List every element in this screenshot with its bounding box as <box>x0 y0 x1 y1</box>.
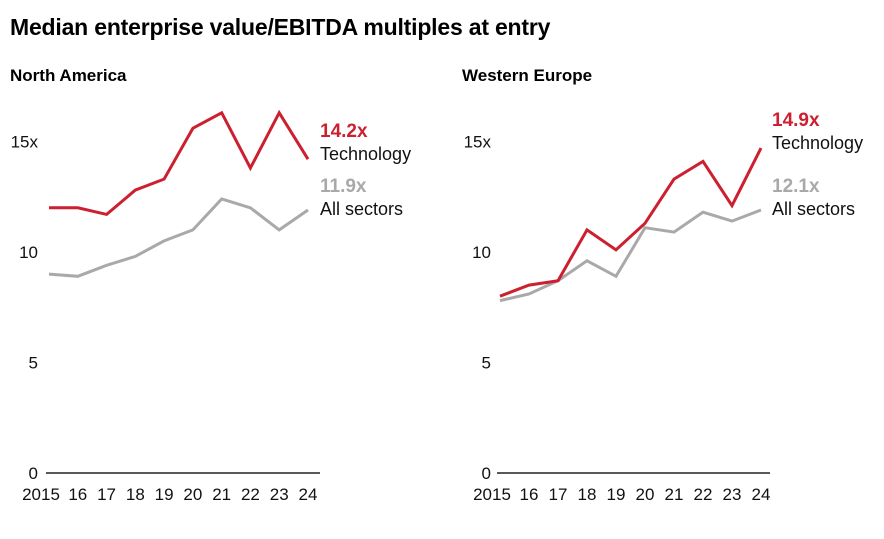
x-tick-label: 24 <box>752 485 771 504</box>
y-tick-label: 5 <box>29 354 38 373</box>
panel-title-north-america: North America <box>10 66 127 85</box>
x-tick-label: 20 <box>183 485 202 504</box>
x-tick-label: 18 <box>578 485 597 504</box>
all-sectors-end-value: 11.9x <box>320 176 367 197</box>
x-tick-label: 24 <box>299 485 318 504</box>
y-tick-label: 0 <box>482 464 491 483</box>
x-tick-label: 23 <box>270 485 289 504</box>
x-tick-label: 21 <box>665 485 684 504</box>
y-tick-label: 0 <box>29 464 38 483</box>
technology-series-line <box>499 147 763 298</box>
y-tick-label: 15x <box>464 133 492 152</box>
technology-end-value: 14.9x <box>772 110 820 131</box>
x-tick-label: 20 <box>636 485 655 504</box>
x-tick-label: 22 <box>241 485 260 504</box>
x-tick-label: 16 <box>68 485 87 504</box>
technology-series-line <box>49 109 310 217</box>
x-tick-label: 17 <box>549 485 568 504</box>
y-tick-label: 5 <box>482 354 491 373</box>
x-tick-label: 18 <box>126 485 145 504</box>
x-tick-label: 2015 <box>22 485 60 504</box>
all-sectors-end-value: 12.1x <box>772 176 820 197</box>
all-sectors-series-line <box>499 208 762 303</box>
all-sectors-series-label: All sectors <box>772 199 855 219</box>
x-tick-label: 16 <box>520 485 539 504</box>
chart-title: Median enterprise value/EBITDA multiples… <box>10 14 551 40</box>
x-tick-label: 19 <box>155 485 174 504</box>
x-tick-label: 2015 <box>473 485 511 504</box>
all-sectors-series-label: All sectors <box>320 199 403 219</box>
technology-series-label: Technology <box>772 133 863 153</box>
x-tick-label: 22 <box>694 485 713 504</box>
x-tick-label: 23 <box>723 485 742 504</box>
x-tick-label: 19 <box>607 485 626 504</box>
y-tick-label: 10 <box>472 243 491 262</box>
technology-series-label: Technology <box>320 144 411 164</box>
panel-title-western-europe: Western Europe <box>462 66 593 85</box>
y-tick-label: 15x <box>11 133 39 152</box>
x-tick-label: 17 <box>97 485 116 504</box>
all-sectors-series-line <box>48 197 309 278</box>
x-tick-label: 21 <box>212 485 231 504</box>
y-tick-label: 10 <box>19 243 38 262</box>
technology-end-value: 14.2x <box>320 121 368 142</box>
